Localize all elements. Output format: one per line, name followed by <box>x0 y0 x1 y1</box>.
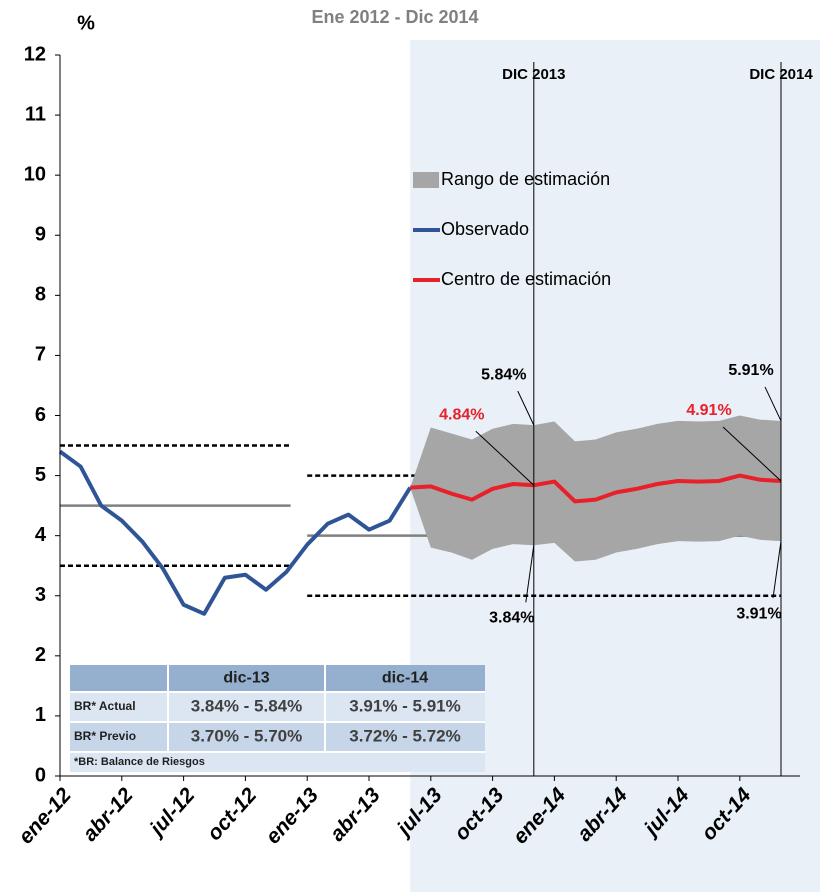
table-cell: 3.84% - 5.84% <box>191 696 303 715</box>
value-label: 4.91% <box>686 402 731 419</box>
table-footnote-bg <box>70 752 485 772</box>
table-row-bg <box>70 692 485 722</box>
y-tick-label: 3 <box>35 584 46 606</box>
leader-line <box>772 541 782 599</box>
y-tick-label: 0 <box>35 764 46 786</box>
table-footnote: *BR: Balance de Riesgos <box>74 756 205 768</box>
x-tick-label: ene-13 <box>261 783 323 848</box>
legend-label: Rango de estimación <box>441 169 610 189</box>
table-cell: 3.91% - 5.91% <box>349 696 461 715</box>
y-tick-label: 12 <box>24 43 46 65</box>
table-row-bg <box>70 722 485 752</box>
vertical-marker-label: DIC 2014 <box>749 66 813 83</box>
table-header: dic-14 <box>382 670 428 687</box>
table-cell: 3.70% - 5.70% <box>191 726 303 745</box>
y-tick-label: 10 <box>24 163 46 185</box>
y-tick-label: 7 <box>35 344 46 366</box>
leader-line <box>525 545 535 603</box>
series-line <box>410 473 782 504</box>
y-tick-label: 9 <box>35 224 46 246</box>
leader-line <box>722 426 782 482</box>
x-tick-label: abr-13 <box>326 783 385 845</box>
y-tick-label: 11 <box>25 103 46 125</box>
x-tick-label: oct-12 <box>203 783 262 845</box>
table-cell: 3.72% - 5.72% <box>349 726 461 745</box>
y-tick-label: 5 <box>35 464 46 486</box>
value-label: 5.84% <box>481 366 526 383</box>
value-label: 5.91% <box>728 362 773 379</box>
y-tick-label: 6 <box>35 404 46 426</box>
table-header: dic-13 <box>223 670 269 687</box>
value-label: 3.91% <box>736 605 781 622</box>
table-row-label: BR* Actual <box>74 699 136 713</box>
legend-swatch <box>413 172 439 188</box>
estimation-band <box>410 415 781 562</box>
chart-title: Ene 2012 - Dic 2014 <box>311 7 478 27</box>
x-tick-label: jul-12 <box>144 783 200 842</box>
vertical-marker-label: DIC 2013 <box>502 66 565 83</box>
series-line <box>58 449 412 616</box>
x-tick-label: ene-12 <box>14 783 76 848</box>
y-axis-label: % <box>77 12 95 34</box>
leader-line <box>475 430 535 486</box>
y-tick-label: 1 <box>35 704 46 726</box>
y-tick-label: 2 <box>35 644 46 666</box>
y-tick-label: 8 <box>35 284 46 306</box>
table-header-bg <box>70 665 485 692</box>
value-label: 4.84% <box>439 406 484 423</box>
table-row-label: BR* Previo <box>74 729 136 743</box>
leader-line <box>764 386 782 422</box>
legend-label: Observado <box>441 219 529 239</box>
y-tick-label: 4 <box>35 524 47 546</box>
x-tick-label: abr-12 <box>78 783 137 845</box>
leader-line <box>517 390 535 426</box>
legend-label: Centro de estimación <box>441 269 611 289</box>
value-label: 3.84% <box>489 609 534 626</box>
